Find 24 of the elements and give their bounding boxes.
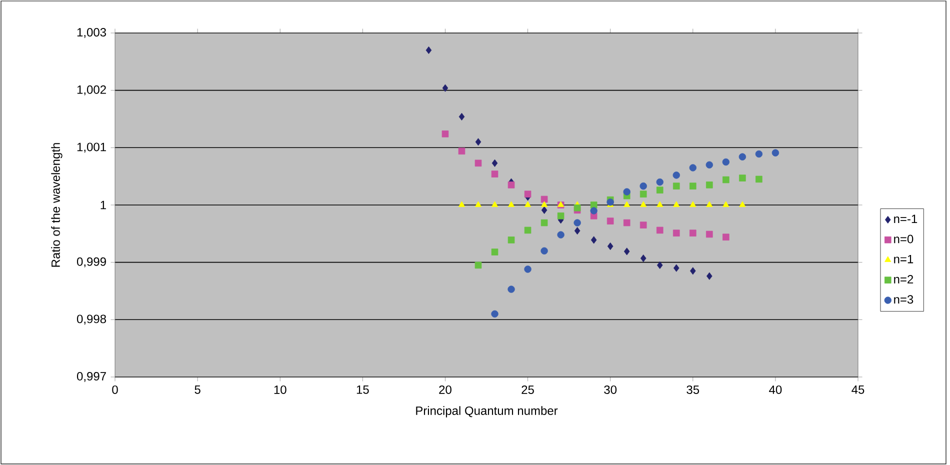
y-tick-label: 0,999 xyxy=(76,257,106,268)
y-tick-label: 0,998 xyxy=(76,314,106,325)
y-tick-label: 1,003 xyxy=(77,28,106,38)
legend-label: n=0 xyxy=(894,234,914,244)
x-axis-title: Principal Quantum number xyxy=(416,406,558,418)
x-tick-label: 35 xyxy=(686,385,700,394)
x-tick-label: 0 xyxy=(112,385,118,394)
x-tick-label: 40 xyxy=(769,385,782,394)
y-tick-label: 0,997 xyxy=(76,372,106,382)
y-axis-title: Ratio of the wavelength xyxy=(51,143,62,267)
x-tick-label: 20 xyxy=(439,385,452,394)
y-tick-label: 1 xyxy=(100,200,106,210)
legend-label: n=3 xyxy=(894,295,914,304)
x-tick-label: 25 xyxy=(522,385,534,394)
y-tick-label: 1,002 xyxy=(77,85,106,96)
legend-label: n=2 xyxy=(894,275,914,284)
x-tick-label: 10 xyxy=(274,385,286,394)
legend-label: n=-1 xyxy=(894,214,918,223)
legend-label: n=1 xyxy=(894,254,914,264)
x-tick-label: 5 xyxy=(194,385,200,394)
x-tick-label: 15 xyxy=(356,385,369,394)
x-tick-label: 30 xyxy=(604,385,617,394)
x-tick-label: 45 xyxy=(852,385,864,394)
y-tick-label: 1,001 xyxy=(77,142,106,153)
